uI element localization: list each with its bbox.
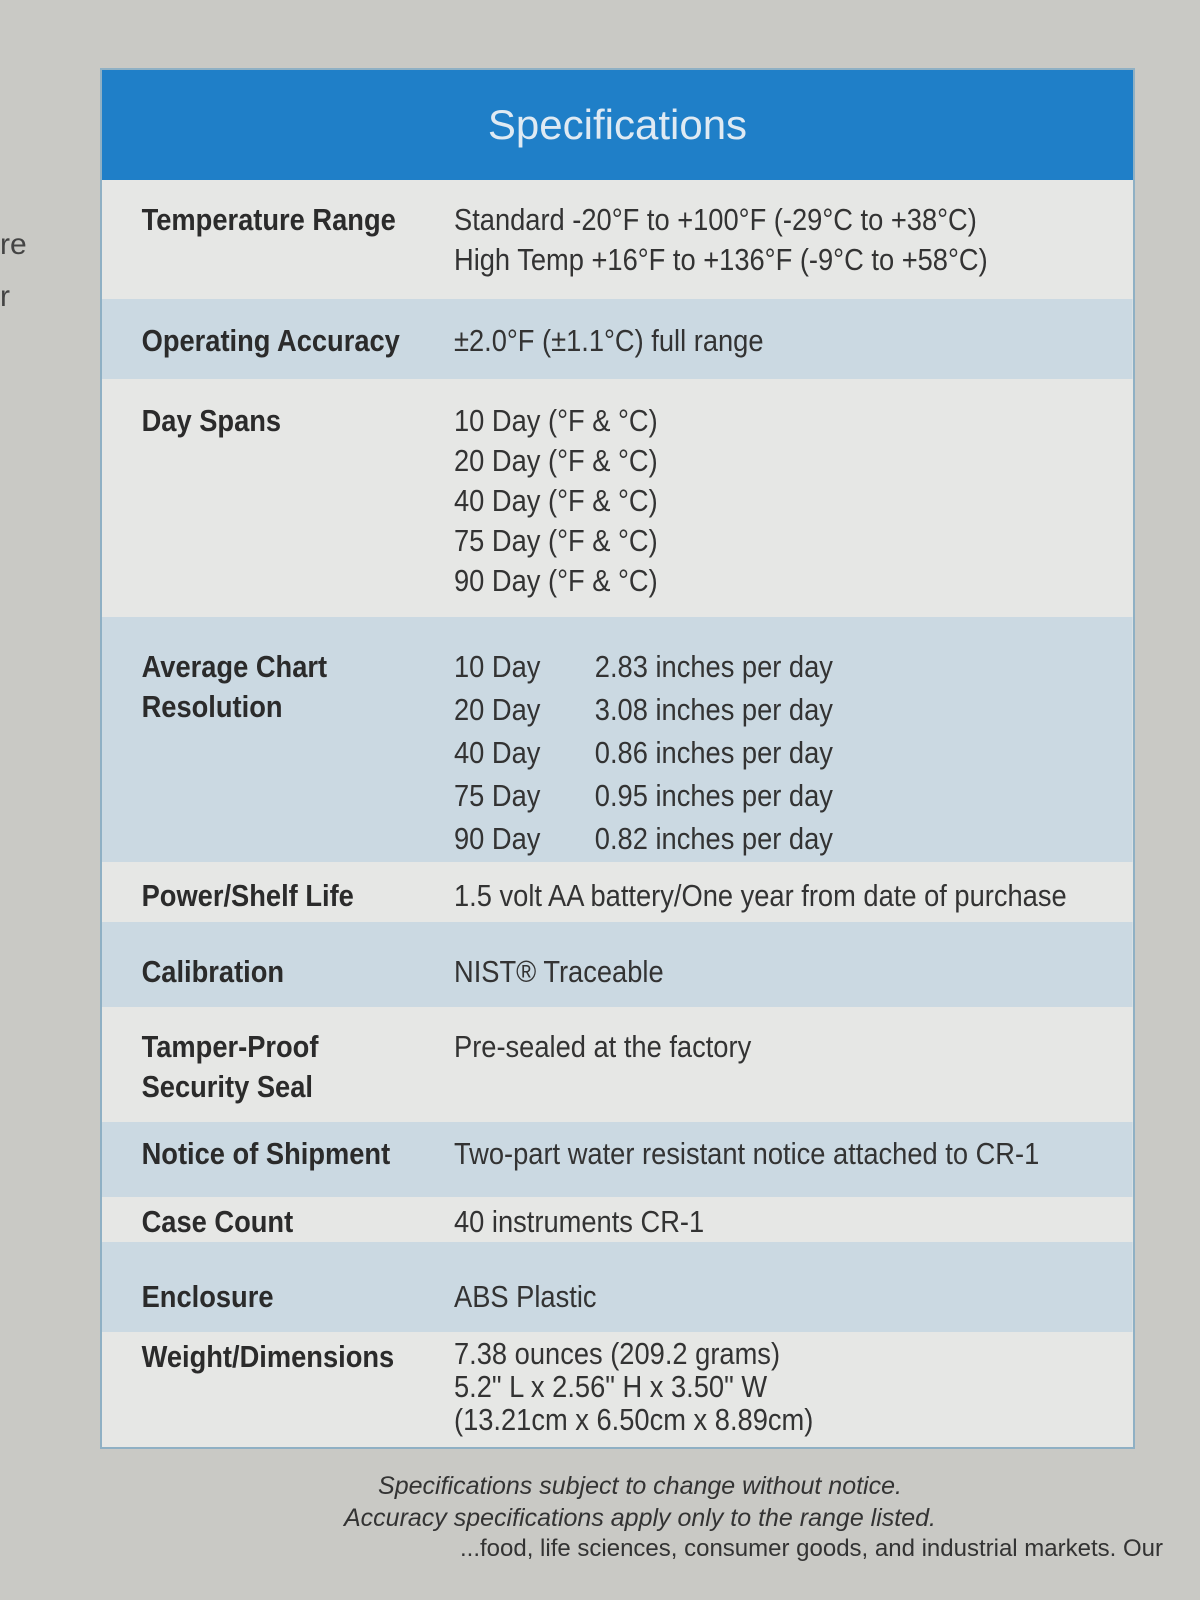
- row-label: Tamper-Proof Security Seal: [141, 1029, 319, 1104]
- edge-text: re: [0, 228, 27, 261]
- table-row: Notice of Shipment Two-part water resist…: [102, 1122, 1133, 1197]
- footnote: Specifications subject to change without…: [378, 1472, 902, 1500]
- row-label: Weight/Dimensions: [141, 1339, 395, 1374]
- table-row: Tamper-Proof Security Seal Pre-sealed at…: [102, 1007, 1133, 1122]
- row-value: Standard -20°F to +100°F (-29°C to +38°C…: [454, 202, 977, 237]
- row-value: ABS Plastic: [454, 1279, 597, 1314]
- table-row: Temperature Range Standard -20°F to +100…: [102, 180, 1133, 299]
- row-label: Day Spans: [141, 403, 282, 438]
- row-value: 75 Day (°F & °C): [454, 523, 658, 558]
- span: 75 Day: [454, 778, 541, 813]
- row-label: Operating Accuracy: [141, 323, 400, 358]
- row-value: Pre-sealed at the factory: [454, 1029, 752, 1064]
- table-row: Average Chart Resolution 10 Day 2.83 inch…: [102, 617, 1133, 862]
- edge-text: r: [0, 280, 10, 313]
- row-label: Calibration: [141, 954, 285, 989]
- table-row: Calibration NIST® Traceable: [102, 922, 1133, 1007]
- row-label: Enclosure: [141, 1279, 274, 1314]
- row-label: Temperature Range: [141, 202, 396, 237]
- row-value: 1.5 volt AA battery/One year from date o…: [454, 878, 1067, 913]
- bottom-text: ...food, life sciences, consumer goods, …: [460, 1535, 1163, 1562]
- table-row: Enclosure ABS Plastic: [102, 1242, 1133, 1332]
- row-value: 90 Day (°F & °C): [454, 563, 658, 598]
- footnotes: Specifications subject to change without…: [320, 1470, 960, 1534]
- row-value: ±2.0°F (±1.1°C) full range: [454, 323, 764, 358]
- rate: 2.83 inches per day: [594, 649, 833, 684]
- specifications-table: Specifications Temperature Range Standar…: [100, 68, 1135, 1449]
- rate: 0.95 inches per day: [594, 778, 833, 813]
- table-row: Day Spans 10 Day (°F & °C) 20 Day (°F & …: [102, 379, 1133, 617]
- row-label: Power/Shelf Life: [141, 878, 354, 913]
- row-value: NIST® Traceable: [454, 954, 664, 989]
- rate: 0.82 inches per day: [594, 821, 833, 856]
- table-row: Power/Shelf Life 1.5 volt AA battery/One…: [102, 862, 1133, 922]
- row-value: 40 Day (°F & °C): [454, 483, 658, 518]
- table-row: Case Count 40 instruments CR-1: [102, 1197, 1133, 1242]
- table-row: Weight/Dimensions 7.38 ounces (209.2 gra…: [102, 1332, 1133, 1447]
- row-value: 10 Day (°F & °C): [454, 403, 658, 438]
- span: 40 Day: [454, 735, 541, 770]
- row-label: Notice of Shipment: [141, 1136, 391, 1171]
- span: 90 Day: [454, 821, 541, 856]
- row-label: Average Chart Resolution: [141, 649, 328, 724]
- span: 20 Day: [454, 692, 541, 727]
- row-value: 7.38 ounces (209.2 grams): [454, 1336, 781, 1371]
- row-value: 40 instruments CR-1: [454, 1204, 705, 1239]
- row-label: Case Count: [141, 1204, 294, 1239]
- row-value: High Temp +16°F to +136°F (-9°C to +58°C…: [454, 242, 988, 277]
- table-title: Specifications: [102, 70, 1133, 180]
- table-row: Operating Accuracy ±2.0°F (±1.1°C) full …: [102, 299, 1133, 379]
- row-value: 5.2" L x 2.56" H x 3.50" W: [454, 1369, 768, 1404]
- row-value: (13.21cm x 6.50cm x 8.89cm): [454, 1402, 814, 1437]
- footnote: Accuracy specifications apply only to th…: [344, 1504, 936, 1532]
- rate: 3.08 inches per day: [594, 692, 833, 727]
- span: 10 Day: [454, 649, 541, 684]
- rate: 0.86 inches per day: [594, 735, 833, 770]
- row-value: Two-part water resistant notice attached…: [454, 1136, 1040, 1171]
- row-value: 20 Day (°F & °C): [454, 443, 658, 478]
